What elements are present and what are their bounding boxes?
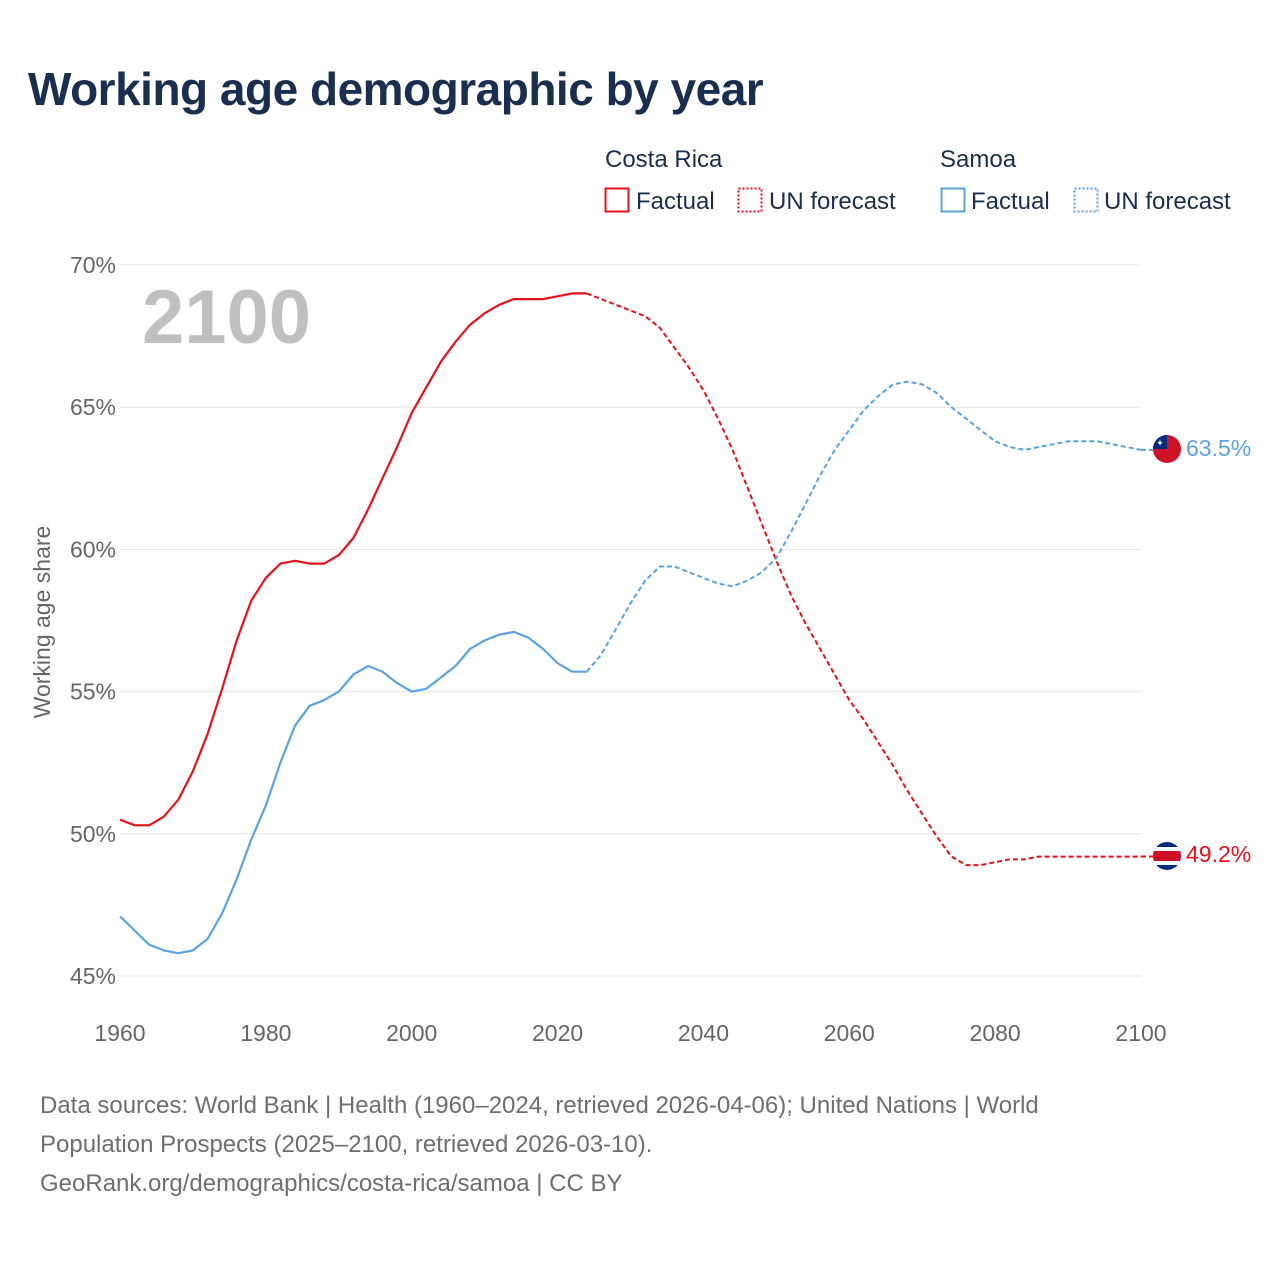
svg-text:✦: ✦ <box>1156 439 1164 449</box>
series-lines <box>119 292 1153 955</box>
samoa-flag-icon: ✦ <box>1153 435 1181 463</box>
y-tick-label: 65% <box>70 394 116 420</box>
x-tick-label: 2080 <box>970 1020 1021 1046</box>
costa-rica-flag-icon <box>1153 842 1181 870</box>
y-axis-title: Working age share <box>29 526 55 719</box>
legend-country-samoa: Samoa <box>940 146 1017 173</box>
y-tick-label: 60% <box>70 536 116 562</box>
legend-label-samoa-factual: Factual <box>971 188 1050 215</box>
gridlines <box>120 264 1141 977</box>
x-tick-label: 1960 <box>94 1020 145 1046</box>
footer-line-1: Data sources: World Bank | Health (1960–… <box>40 1092 1039 1119</box>
series-line-costa-rica-forecast <box>586 292 1141 867</box>
series-line-costa-rica-factual <box>119 292 587 827</box>
legend-country-costa-rica: Costa Rica <box>605 146 723 173</box>
footer: Data sources: World Bank | Health (1960–… <box>40 1086 1240 1203</box>
year-watermark: 2100 <box>142 275 311 360</box>
y-axis-ticks: 45% 50% 55% 60% 65% 70% <box>70 252 116 989</box>
series-line-samoa-factual <box>119 630 587 955</box>
legend-label-costa-rica-factual: Factual <box>636 188 715 215</box>
series-line-samoa-forecast <box>585 380 1142 673</box>
x-tick-label: 2060 <box>824 1020 875 1046</box>
legend-label-samoa-forecast: UN forecast <box>1104 188 1231 215</box>
legend-label-costa-rica-forecast: UN forecast <box>769 188 896 215</box>
y-tick-label: 55% <box>70 679 116 705</box>
legend: Costa Rica Factual UN forecast Samoa Fac… <box>604 146 1231 215</box>
line-chart: 45% 50% 55% 60% 65% 70% 1960 1980 2000 2020 2040 2… <box>29 146 1251 1046</box>
legend-swatch-samoa-forecast <box>1073 187 1099 213</box>
end-label-samoa: 63.5% <box>1186 435 1251 461</box>
legend-swatch-costa-rica-factual <box>604 187 630 213</box>
end-label-costa-rica: 49.2% <box>1186 841 1251 867</box>
legend-swatch-samoa-factual <box>940 187 966 213</box>
x-tick-label: 1980 <box>240 1020 291 1046</box>
y-tick-label: 45% <box>70 963 116 989</box>
y-tick-label: 50% <box>70 821 116 847</box>
x-axis-ticks: 1960 1980 2000 2020 2040 2060 2080 2100 <box>94 1020 1166 1046</box>
x-tick-label: 2000 <box>386 1020 437 1046</box>
x-tick-label: 2020 <box>532 1020 583 1046</box>
y-tick-label: 70% <box>70 252 116 278</box>
footer-line-3: GeoRank.org/demographics/costa-rica/samo… <box>40 1170 623 1197</box>
footer-line-2: Population Prospects (2025–2100, retriev… <box>40 1131 653 1158</box>
chart-title: Working age demographic by year <box>28 63 764 115</box>
x-tick-label: 2040 <box>678 1020 729 1046</box>
x-tick-label: 2100 <box>1115 1020 1166 1046</box>
legend-swatch-costa-rica-forecast <box>737 187 763 213</box>
